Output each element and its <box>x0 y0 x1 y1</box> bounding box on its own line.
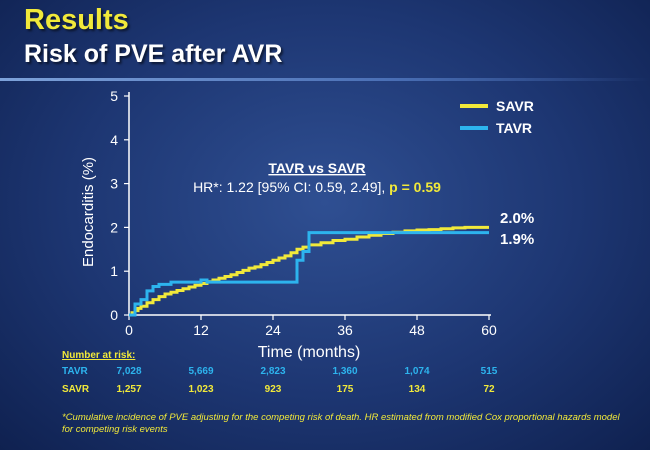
risk-cell: 134 <box>408 384 426 395</box>
x-tick-label: 0 <box>125 322 133 338</box>
risk-cell: 175 <box>336 384 354 395</box>
x-tick-label: 60 <box>481 322 497 338</box>
risk-cell: 72 <box>483 384 495 395</box>
chart-series-lines <box>129 225 489 317</box>
risk-table-header: Number at risk: <box>62 350 136 361</box>
risk-cell: 1,257 <box>116 384 142 395</box>
x-tick-label: 36 <box>337 322 353 338</box>
y-tick-label: 1 <box>110 263 118 279</box>
number-at-risk-table: Number at risk: TAVR 7,028 5,669 2,823 1… <box>0 350 650 400</box>
risk-cell: 515 <box>480 366 498 377</box>
chart-legend: SAVR TAVR <box>460 98 534 136</box>
risk-cell: 1,360 <box>332 366 358 377</box>
x-axis-label: Time (months) <box>258 344 361 361</box>
risk-cell: 923 <box>264 384 282 395</box>
slide-title: Results <box>24 4 129 36</box>
y-tick-label: 5 <box>110 88 118 104</box>
x-tick-label: 24 <box>265 322 281 338</box>
chart-axes <box>128 92 491 316</box>
comparison-heading: TAVR vs SAVR <box>268 160 365 176</box>
savr-end-label: 2.0% <box>500 210 534 227</box>
y-axis-label: Endocarditis (%) <box>80 157 97 267</box>
hazard-ratio-value: HR*: 1.22 [95% CI: 0.59, 2.49], <box>193 179 389 195</box>
y-tick-label: 4 <box>110 132 118 148</box>
risk-row-tavr: TAVR 7,028 5,669 2,823 1,360 1,074 515 <box>0 366 650 380</box>
risk-row-savr: SAVR 1,257 1,023 923 175 134 72 <box>0 384 650 398</box>
risk-cell: 5,669 <box>188 366 214 377</box>
hazard-ratio-text: HR*: 1.22 [95% CI: 0.59, 2.49], p = 0.59 <box>193 179 441 195</box>
p-value: p = 0.59 <box>389 179 441 195</box>
series-line-tavr <box>129 231 489 317</box>
title-divider <box>0 78 650 81</box>
risk-row-label: SAVR <box>62 384 90 395</box>
legend-label-savr: SAVR <box>496 98 534 114</box>
risk-cell: 2,823 <box>260 366 286 377</box>
slide-subtitle: Risk of PVE after AVR <box>24 40 283 68</box>
legend-label-tavr: TAVR <box>496 120 532 136</box>
risk-cell: 1,074 <box>404 366 430 377</box>
tavr-end-label: 1.9% <box>500 231 534 248</box>
footnote: *Cumulative incidence of PVE adjusting f… <box>62 412 620 435</box>
y-tick-label: 3 <box>110 176 118 192</box>
y-tick-label: 0 <box>110 307 118 323</box>
x-tick-label: 12 <box>193 322 209 338</box>
risk-cell: 1,023 <box>188 384 214 395</box>
x-tick-label: 48 <box>409 322 425 338</box>
y-tick-label: 2 <box>110 219 118 235</box>
risk-cell: 7,028 <box>116 366 142 377</box>
risk-row-label: TAVR <box>62 366 88 377</box>
